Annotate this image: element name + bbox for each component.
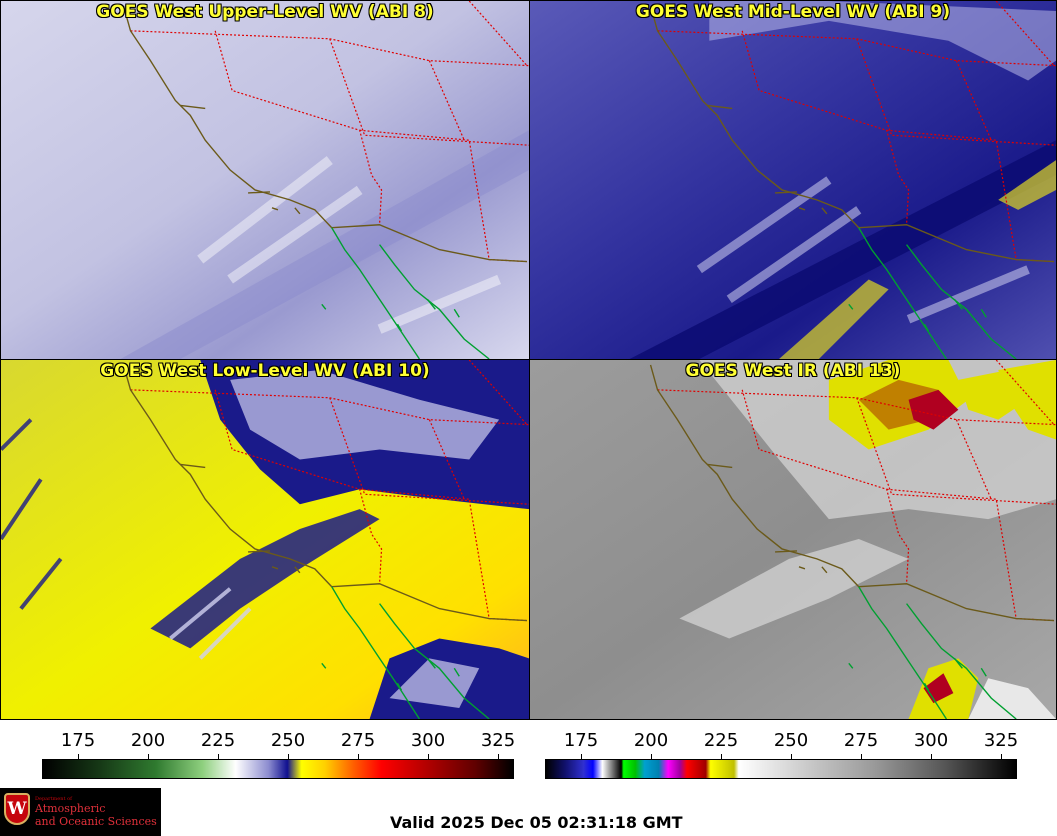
panel-mid-level-wv: GOES West Mid-Level WV (ABI 9) — [529, 0, 1057, 360]
wv-tick-label: 225 — [200, 730, 236, 751]
wv-tick-label: 300 — [410, 730, 446, 751]
wv-tick-mark — [218, 754, 219, 760]
panel-upper-level-wv: GOES West Upper-Level WV (ABI 8) — [0, 0, 530, 360]
ir-tick-mark — [721, 754, 722, 760]
ir-tick-mark — [581, 754, 582, 760]
ir-tick-mark — [931, 754, 932, 760]
panel-ir: GOES West IR (ABI 13) — [529, 359, 1057, 720]
upper-level-wv-image — [1, 1, 529, 359]
wv-tick-label: 275 — [340, 730, 376, 751]
panel-title: GOES West Upper-Level WV (ABI 8) — [96, 2, 434, 22]
ir-tick-mark — [791, 754, 792, 760]
wv-tick-label: 175 — [60, 730, 96, 751]
wv-tick-label: 200 — [130, 730, 166, 751]
wv-tick-mark — [428, 754, 429, 760]
low-level-wv-image — [1, 360, 529, 719]
panel-title: GOES West IR (ABI 13) — [685, 361, 901, 381]
logo-line1-text: Atmospheric — [35, 802, 106, 815]
wv-tick-mark — [288, 754, 289, 760]
wv-tick-mark — [358, 754, 359, 760]
wv-tick-mark — [78, 754, 79, 760]
panel-title: GOES West Mid-Level WV (ABI 9) — [635, 2, 951, 22]
ir-tick-label: 300 — [913, 730, 949, 751]
ir-tick-mark — [1001, 754, 1002, 760]
ir-tick-label: 225 — [703, 730, 739, 751]
ir-tick-label: 200 — [633, 730, 669, 751]
ir-tick-label: 175 — [563, 730, 599, 751]
ir-tick-mark — [651, 754, 652, 760]
ir-tick-label: 275 — [843, 730, 879, 751]
logo-dept-text: Department of — [35, 796, 72, 802]
ir-tick-label: 250 — [773, 730, 809, 751]
uw-crest-icon: W — [4, 793, 30, 825]
wv-tick-label: 325 — [480, 730, 516, 751]
wv-tick-mark — [498, 754, 499, 760]
logo-line2-text: and Oceanic Sciences — [35, 815, 157, 828]
wv-tick-label: 250 — [270, 730, 306, 751]
panel-title: GOES West Low-Level WV (ABI 10) — [100, 361, 430, 381]
ir-colorbar — [545, 759, 1017, 779]
aos-logo[interactable]: W Department of Atmospheric and Oceanic … — [0, 788, 161, 836]
wv-colorbar — [42, 759, 514, 779]
valid-time: Valid 2025 Dec 05 02:31:18 GMT — [390, 813, 683, 832]
ir-image — [530, 360, 1056, 719]
wv-tick-mark — [148, 754, 149, 760]
ir-tick-label: 325 — [983, 730, 1019, 751]
ir-tick-mark — [861, 754, 862, 760]
mid-level-wv-image — [530, 1, 1056, 359]
panel-low-level-wv: GOES West Low-Level WV (ABI 10) — [0, 359, 530, 720]
